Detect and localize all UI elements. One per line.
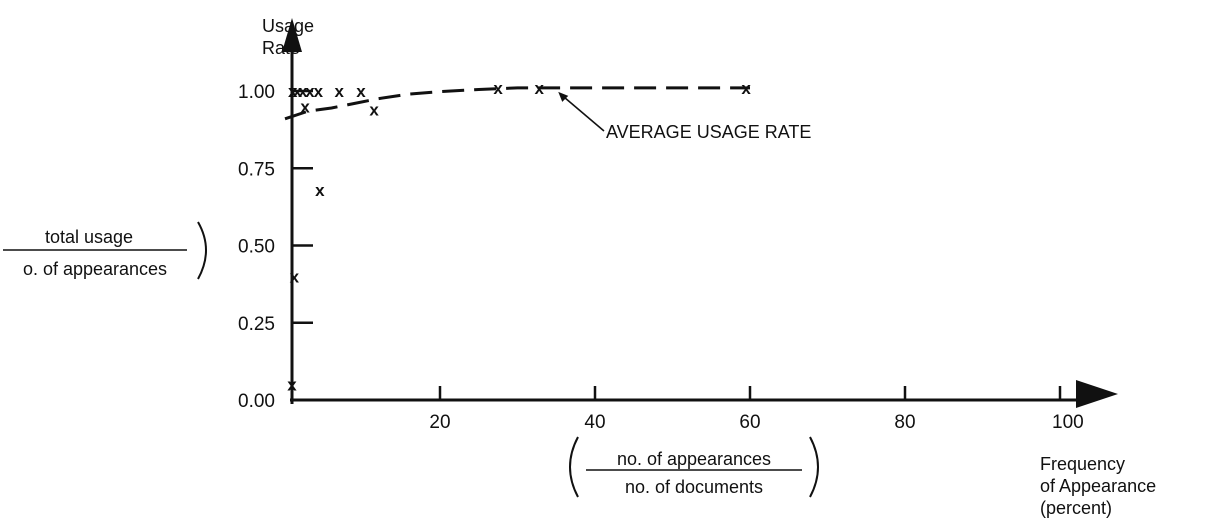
x-tick-label: 20 bbox=[429, 412, 450, 433]
x-formula-denominator: no. of documents bbox=[625, 477, 763, 497]
y-tick-label: 1.00 bbox=[238, 82, 275, 103]
data-point: x bbox=[534, 79, 544, 98]
data-point: x bbox=[288, 82, 298, 101]
y-tick-label: 0.00 bbox=[238, 391, 275, 412]
data-point: x bbox=[293, 82, 303, 101]
data-point: x bbox=[287, 376, 297, 395]
annotation-leader bbox=[559, 93, 605, 132]
data-point: x bbox=[300, 97, 310, 116]
data-point: x bbox=[298, 82, 308, 101]
x-axis-title: Frequency of Appearance (percent) bbox=[1040, 454, 1156, 518]
annotation-arrowhead bbox=[558, 91, 569, 102]
data-point: x bbox=[314, 82, 324, 101]
x-formula: no. of appearances no. of documents bbox=[569, 436, 819, 498]
average-curve bbox=[284, 86, 750, 121]
y-tick-label: 0.50 bbox=[238, 237, 275, 258]
y-formula: total usage o. of appearances bbox=[3, 221, 207, 280]
y-tick-label: 0.75 bbox=[238, 159, 275, 180]
x-tick-label: 100 bbox=[1052, 412, 1084, 433]
data-point: x bbox=[369, 101, 379, 120]
x-formula-left-paren bbox=[569, 436, 579, 498]
x-formula-numerator: no. of appearances bbox=[617, 449, 771, 469]
average-usage-rate: AVERAGE USAGE RATE bbox=[284, 86, 811, 142]
data-point: x bbox=[356, 82, 366, 101]
x-axis-title-line-3: (percent) bbox=[1040, 498, 1112, 518]
x-axis-arrow bbox=[1076, 380, 1118, 408]
y-axis-title-line-1: Usage bbox=[262, 16, 314, 36]
data-point: x bbox=[335, 82, 345, 101]
x-tick-label: 80 bbox=[894, 412, 915, 433]
x-axis-title-line-2: of Appearance bbox=[1040, 476, 1156, 496]
y-formula-denominator: o. of appearances bbox=[23, 259, 167, 279]
data-point: x bbox=[305, 82, 315, 101]
data-point: x bbox=[741, 79, 751, 98]
data-point: x bbox=[493, 79, 503, 98]
x-formula-right-paren bbox=[809, 436, 819, 498]
x-tick-label: 40 bbox=[584, 412, 605, 433]
y-formula-right-paren bbox=[197, 221, 207, 280]
y-formula-numerator: total usage bbox=[45, 227, 133, 247]
x-tick-label: 60 bbox=[739, 412, 760, 433]
data-point: x bbox=[290, 267, 300, 286]
average-curve-label: AVERAGE USAGE RATE bbox=[606, 122, 811, 142]
axis-ticks: 20 40 60 80 100 0.00 0.25 0.50 0.75 1.00 bbox=[238, 82, 1084, 433]
data-point: x bbox=[315, 181, 325, 200]
y-tick-label: 0.25 bbox=[238, 314, 275, 335]
x-axis-title-line-1: Frequency bbox=[1040, 454, 1125, 474]
y-axis-arrow bbox=[282, 18, 302, 52]
